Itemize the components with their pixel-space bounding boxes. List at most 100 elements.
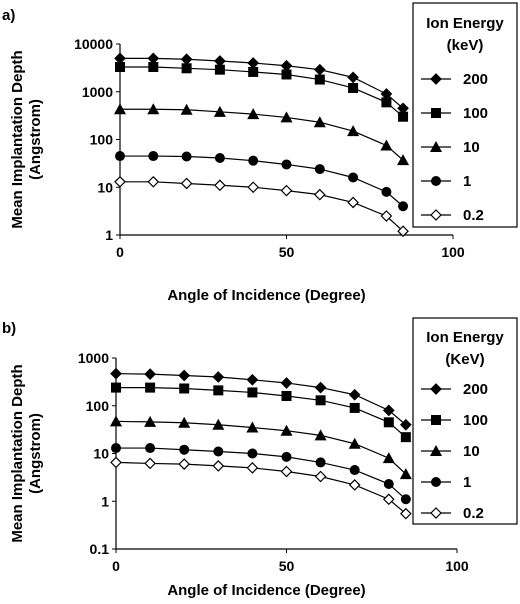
data-point [213,385,224,396]
data-point [281,69,292,80]
y-tick-label: 10 [93,446,109,462]
data-point [348,82,359,93]
data-point [214,179,226,192]
legend-item-1: 1 [421,474,471,491]
data-point [145,382,156,393]
data-point [110,367,122,380]
legend-label: 0.2 [463,505,484,522]
data-point [383,417,394,428]
data-point [148,61,159,72]
data-point [248,66,259,77]
series-200 [114,52,409,115]
legend-label: 0.2 [463,207,484,224]
data-point [314,381,327,394]
data-point [144,415,157,427]
data-point [212,418,225,430]
x-axis-title: Angle of Incidence (Degree) [167,287,365,304]
legend-item-1: 1 [421,173,471,190]
y-axis-title-line: Mean Implantation Depth [9,364,26,542]
data-point [280,424,293,436]
data-point [400,507,412,520]
data-point [348,479,361,491]
data-point [144,368,156,380]
data-point [380,210,393,222]
chart-panel-b: b) 0.1 1 10 100 1000 0 50 100 Angle of Incidence … [2,317,518,599]
data-point [397,154,410,166]
data-point [110,456,122,469]
data-point [147,175,160,188]
data-point [178,369,191,382]
legend-item-200: 200 [421,381,488,398]
data-point [114,103,126,115]
panel-label: b) [2,320,16,337]
data-point [381,186,392,197]
data-point [382,452,395,464]
legend-marker [430,73,442,85]
data-point [115,151,125,162]
data-point [382,404,395,417]
data-point [180,53,193,66]
legend-item-200: 200 [421,71,488,88]
data-point [178,458,191,470]
data-point [313,63,326,76]
data-point [380,139,393,151]
data-point [314,164,325,175]
data-point [348,172,359,183]
data-point [148,151,159,162]
data-point [180,103,193,115]
y-axis-title-line: Mean Implantation Depth [9,50,26,228]
data-point [110,415,122,427]
series-line [120,108,404,161]
data-point [111,443,121,454]
legend-box [412,2,518,228]
legend-label: 10 [463,443,480,460]
x-axis-title: Angle of Incidence (Degree) [167,582,365,599]
series-line [116,447,407,500]
x-tick-label: 0 [116,244,124,260]
data-point [398,111,409,122]
series-line [120,57,404,109]
data-point [280,184,293,197]
y-tick-label: 1 [101,493,109,509]
data-point [349,465,360,476]
legend-marker [431,415,441,425]
legend-label: 1 [463,173,471,190]
data-point [313,188,326,201]
legend: Ion Energy (KeV) 200 100 10 1 0.2 [412,317,518,525]
series-10 [110,415,412,480]
legend-label: 1 [463,474,471,491]
data-point [247,387,258,398]
series-200 [110,367,412,431]
legend-label: 200 [463,71,488,88]
data-point [314,74,325,85]
data-point [280,465,293,478]
data-point [398,201,409,212]
data-point [381,97,392,108]
data-point [114,175,126,188]
data-point [280,59,293,72]
data-point [247,448,258,459]
series-10 [114,103,410,166]
legend-item-10: 10 [421,139,480,156]
series-line [115,461,407,515]
chart-panel-a: a) 1 10 100 1000 10000 0 50 100 Angle of Incidenc… [2,2,518,304]
y-tick-label: 1000 [82,84,113,100]
data-point [314,429,327,441]
y-tick-label: 0.1 [90,541,110,557]
y-axis-title-line: (Angstrom) [27,413,44,494]
data-point [349,402,360,413]
data-point [383,478,394,489]
legend-item-0.2: 0.2 [421,505,484,522]
data-point [179,444,190,455]
data-point [400,494,411,505]
data-point [145,443,156,454]
data-point [147,103,160,115]
series-line [120,66,404,118]
data-point [281,451,292,462]
legend-item-0.2: 0.2 [421,207,484,224]
legend-marker [430,141,442,152]
data-point [181,151,192,162]
data-point [247,181,260,194]
data-point [280,377,293,389]
data-point [181,63,192,74]
